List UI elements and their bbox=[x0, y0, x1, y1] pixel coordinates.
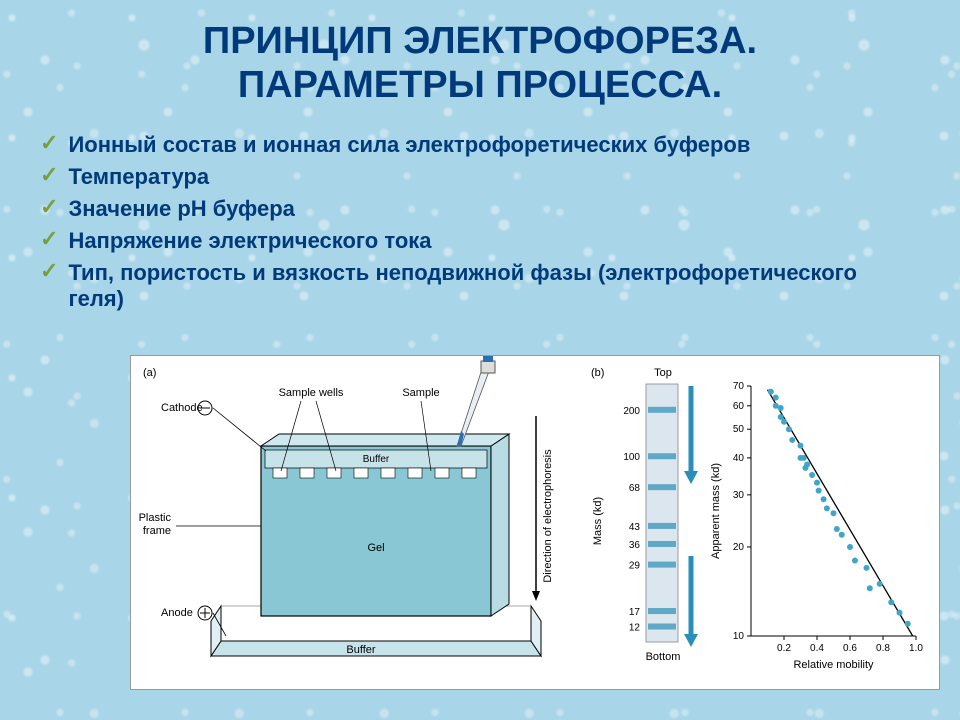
title-line-2: ПАРАМЕТРЫ ПРОЦЕССА. bbox=[0, 64, 960, 108]
svg-text:0.2: 0.2 bbox=[777, 643, 791, 654]
figure-container: (a) Buffer Buffer Gel Cathode Plasticframe Ano… bbox=[130, 355, 940, 690]
title-line-1: ПРИНЦИП ЭЛЕКТРОФОРЕЗА. bbox=[0, 20, 960, 64]
bullet-text: Значение рН буфера bbox=[68, 196, 294, 222]
bullet-list: ✓ Ионный состав и ионная сила электрофоре… bbox=[40, 132, 960, 312]
svg-text:(b): (b) bbox=[591, 367, 604, 379]
svg-text:17: 17 bbox=[629, 607, 641, 618]
svg-text:200: 200 bbox=[623, 406, 640, 417]
svg-text:29: 29 bbox=[629, 561, 641, 572]
svg-text:Top: Top bbox=[654, 367, 672, 379]
svg-text:36: 36 bbox=[629, 540, 641, 551]
svg-text:Gel: Gel bbox=[367, 542, 384, 554]
svg-text:frame: frame bbox=[143, 525, 171, 537]
check-icon: ✓ bbox=[40, 196, 58, 222]
bullet-text: Напряжение электрического тока bbox=[68, 228, 431, 254]
check-icon: ✓ bbox=[40, 132, 58, 158]
bullet-item: ✓ Напряжение электрического тока bbox=[40, 228, 960, 254]
svg-text:0.4: 0.4 bbox=[810, 643, 824, 654]
bullet-item: ✓Тип, пористость и вязкость неподвижной … bbox=[40, 260, 960, 312]
svg-text:70: 70 bbox=[733, 381, 745, 392]
svg-text:(a): (a) bbox=[143, 367, 156, 379]
svg-text:Sample wells: Sample wells bbox=[279, 387, 344, 399]
bullet-text: Тип, пористость и вязкость неподвижной ф… bbox=[68, 260, 868, 312]
bullet-item: ✓ Значение рН буфера bbox=[40, 196, 960, 222]
svg-text:40: 40 bbox=[733, 453, 745, 464]
check-icon: ✓ bbox=[40, 164, 58, 190]
svg-text:12: 12 bbox=[629, 623, 641, 634]
svg-text:Anode: Anode bbox=[161, 607, 193, 619]
check-icon: ✓ bbox=[40, 228, 58, 254]
svg-text:50: 50 bbox=[733, 424, 745, 435]
svg-text:Direction of electrophoresis: Direction of electrophoresis bbox=[542, 449, 554, 583]
svg-text:Relative mobility: Relative mobility bbox=[793, 659, 874, 671]
svg-text:30: 30 bbox=[733, 490, 745, 501]
svg-text:Buffer: Buffer bbox=[363, 454, 390, 465]
svg-text:60: 60 bbox=[733, 401, 745, 412]
svg-text:Sample: Sample bbox=[402, 387, 439, 399]
bullet-item: ✓ Температура bbox=[40, 164, 960, 190]
check-icon: ✓ bbox=[40, 260, 58, 312]
bullet-text: Ионный состав и ионная сила электрофорет… bbox=[68, 132, 750, 158]
svg-text:Mass (kd): Mass (kd) bbox=[592, 497, 604, 545]
svg-text:68: 68 bbox=[629, 483, 641, 494]
svg-text:100: 100 bbox=[623, 452, 640, 463]
svg-text:Bottom: Bottom bbox=[646, 651, 681, 663]
svg-text:0.6: 0.6 bbox=[843, 643, 857, 654]
svg-text:Buffer: Buffer bbox=[346, 644, 375, 656]
svg-text:20: 20 bbox=[733, 542, 745, 553]
figure-svg: (a) Buffer Buffer Gel Cathode Plasticframe Ano… bbox=[131, 356, 941, 691]
svg-text:10: 10 bbox=[733, 631, 745, 642]
bullet-text: Температура bbox=[68, 164, 209, 190]
bullet-item: ✓ Ионный состав и ионная сила электрофоре… bbox=[40, 132, 960, 158]
svg-text:1.0: 1.0 bbox=[909, 643, 923, 654]
svg-text:Apparent mass (kd): Apparent mass (kd) bbox=[710, 463, 722, 559]
svg-text:Plastic: Plastic bbox=[139, 512, 172, 524]
svg-text:43: 43 bbox=[629, 522, 641, 533]
svg-text:Cathode: Cathode bbox=[161, 402, 203, 414]
svg-text:0.8: 0.8 bbox=[876, 643, 890, 654]
